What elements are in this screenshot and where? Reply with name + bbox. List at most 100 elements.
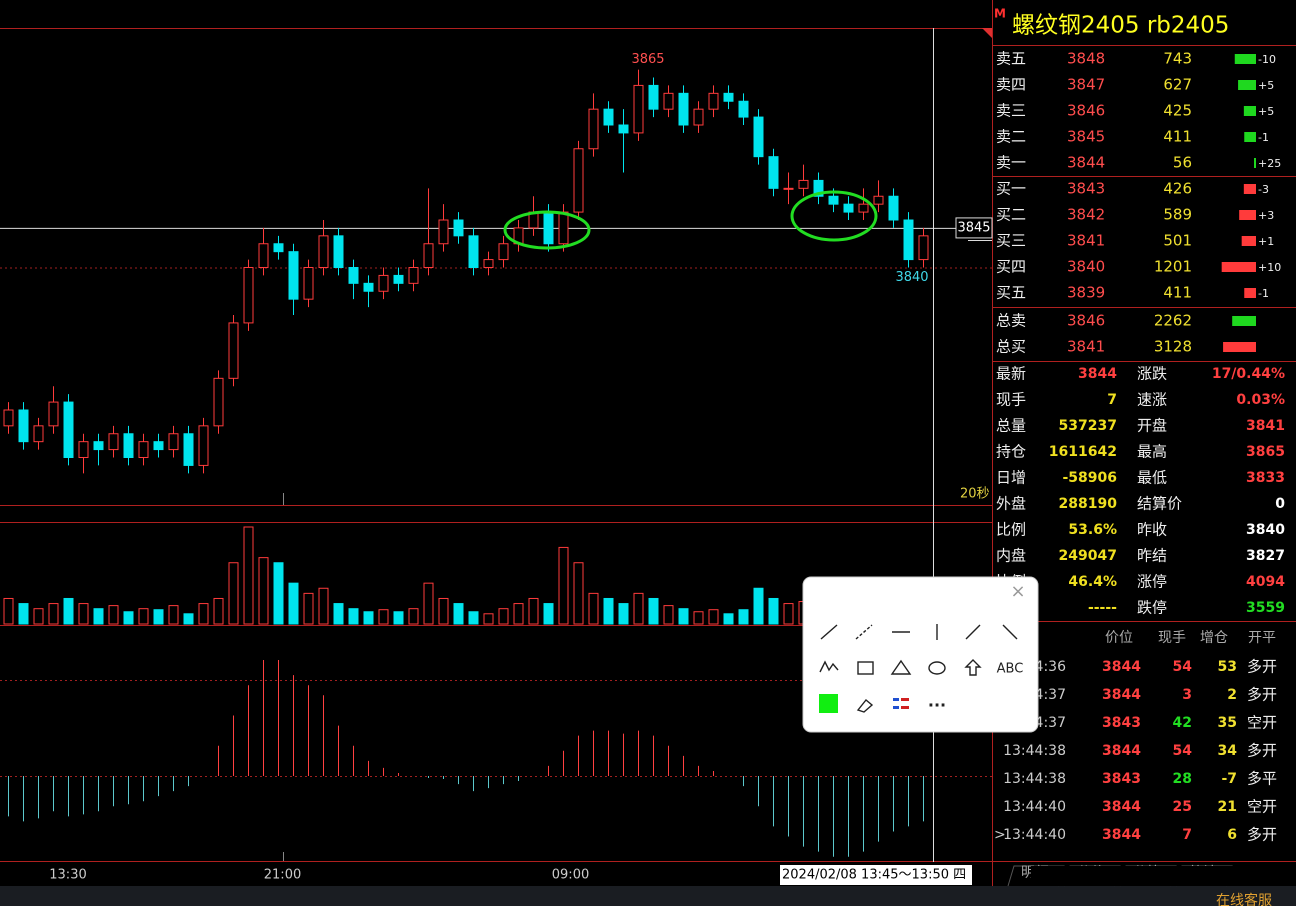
candle-body [303, 267, 314, 300]
book-label: 买三 [996, 232, 1026, 250]
tick-hand: 54 [1173, 743, 1193, 759]
candle-body [378, 274, 389, 292]
candle-body [783, 187, 794, 190]
candle-body [468, 235, 479, 268]
stat-value: 0 [1275, 496, 1285, 512]
tool-arrow[interactable] [1002, 624, 1018, 640]
candle-body [903, 219, 914, 261]
tool-line[interactable] [820, 624, 838, 640]
total-label: 总买 [996, 338, 1026, 356]
candle-body [243, 267, 254, 324]
tick-increase: 35 [1218, 715, 1237, 731]
volume-bar [48, 603, 59, 625]
candle-body [423, 243, 434, 268]
volume-bar [33, 608, 44, 625]
tick-hand: 54 [1173, 659, 1193, 675]
candle-body [573, 148, 584, 213]
tool-segment[interactable] [965, 624, 981, 640]
candle-body [693, 108, 704, 126]
interval-label: 20秒 [960, 487, 990, 502]
stat-value: 3844 [1078, 366, 1117, 382]
tool-text[interactable]: ABC [997, 662, 1024, 677]
volume-bar [333, 603, 344, 625]
total-price: 3841 [1067, 338, 1105, 356]
stat-label: 涨停 [1137, 573, 1167, 591]
book-label: 买一 [996, 180, 1026, 198]
tool-wave[interactable] [819, 660, 839, 673]
candle-body [663, 92, 674, 110]
tool-legend[interactable] [893, 698, 899, 701]
stat-label: 比例 [996, 521, 1026, 539]
tick-increase: 21 [1218, 799, 1237, 815]
stat-value: -58906 [1062, 470, 1117, 486]
book-volume: 1201 [1154, 258, 1192, 276]
volume-bar [303, 592, 314, 625]
tool-legend[interactable] [901, 706, 909, 709]
tool-ray[interactable] [855, 624, 873, 640]
tool-legend[interactable] [893, 706, 899, 709]
stat-label: 涨跌 [1137, 365, 1167, 383]
stat-label: 外盘 [996, 495, 1026, 513]
candle-body [183, 433, 194, 466]
status-bar [0, 886, 1296, 906]
tool-ellipse[interactable] [928, 661, 946, 675]
candle-body [648, 84, 659, 110]
book-price: 3846 [1067, 102, 1105, 120]
volume-bar [18, 603, 29, 625]
volume-bar [783, 603, 794, 625]
candle-body [198, 425, 209, 466]
candle-body [798, 179, 809, 189]
candle-body [753, 116, 764, 158]
candle-body [363, 282, 374, 292]
book-volume: 411 [1163, 284, 1192, 302]
volume-bar [513, 603, 524, 625]
x-tick-label: 21:00 [264, 868, 301, 883]
volume-bar [633, 592, 644, 625]
book-bar [1244, 288, 1256, 298]
book-volume: 501 [1163, 232, 1192, 250]
tool-up-arrow[interactable] [964, 659, 982, 676]
footer-link[interactable]: 在线客服 [1216, 892, 1272, 906]
book-bar [1243, 184, 1256, 194]
book-volume: 411 [1163, 128, 1192, 146]
book-volume: 425 [1163, 102, 1192, 120]
book-bar [1241, 236, 1256, 246]
tick-header: 现手 [1158, 630, 1186, 646]
volume-bar [693, 611, 704, 625]
candle-body [258, 243, 269, 268]
total-price: 3846 [1067, 312, 1105, 330]
tool-more[interactable]: ··· [928, 696, 946, 715]
book-change: +3 [1258, 209, 1274, 222]
book-bar [1238, 80, 1256, 90]
tool-rect[interactable] [857, 661, 874, 675]
tool-eraser[interactable] [856, 699, 874, 713]
tool-legend[interactable] [901, 698, 909, 701]
volume-bar [618, 603, 629, 625]
tick-time: 13:44:38 [1003, 771, 1066, 787]
volume-bar [663, 605, 674, 625]
tick-type: 空开 [1247, 798, 1277, 816]
tick-increase: -7 [1221, 771, 1237, 787]
stat-label: 持仓 [996, 443, 1026, 461]
candle-body [288, 251, 299, 300]
volume-bar [768, 597, 779, 625]
candle-body [273, 243, 284, 253]
tool-color[interactable] [819, 694, 838, 713]
book-change: -1 [1258, 131, 1269, 144]
book-label: 卖二 [996, 128, 1026, 146]
candle-body [738, 100, 749, 118]
stat-label: 最低 [1137, 469, 1167, 487]
book-bar [1221, 262, 1256, 272]
tool-triangle[interactable] [890, 659, 912, 675]
candle-body [873, 195, 884, 205]
volume-bar [468, 611, 479, 625]
close-button[interactable]: × [1010, 581, 1025, 602]
stat-value: 3865 [1246, 444, 1285, 460]
book-volume: 589 [1163, 206, 1192, 224]
candle-body [168, 433, 179, 451]
book-bar [1254, 158, 1256, 168]
candle-body [543, 211, 554, 245]
tick-type: 空开 [1247, 714, 1277, 732]
